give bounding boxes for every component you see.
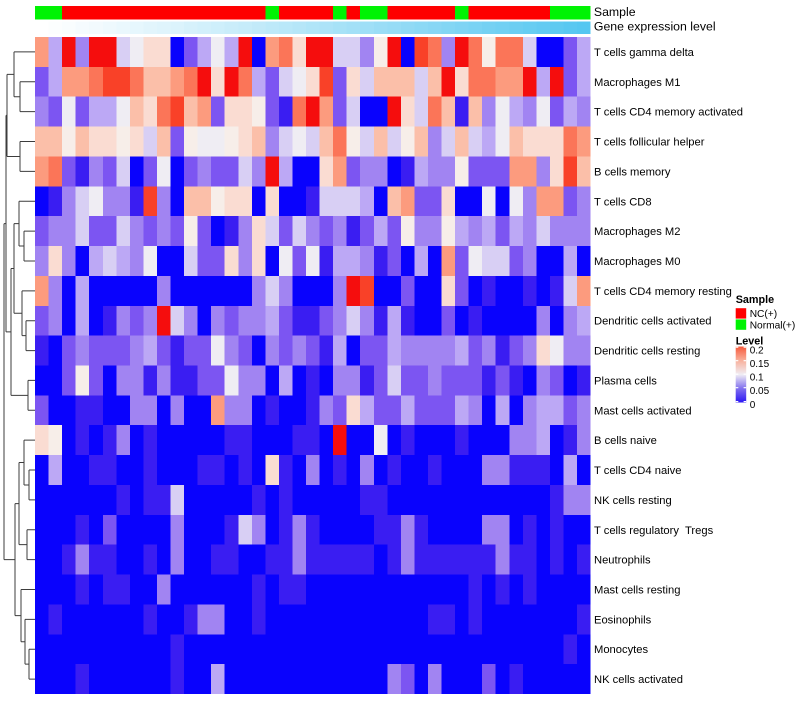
svg-text:T cells regulatory Tregs: T cells regulatory Tregs: [594, 525, 714, 537]
svg-text:T cells CD4 memory activated: T cells CD4 memory activated: [594, 107, 743, 119]
svg-text:Macrophages M1: Macrophages M1: [594, 77, 680, 89]
svg-text:NC(+): NC(+): [750, 309, 777, 320]
svg-text:Monocytes: Monocytes: [594, 644, 649, 656]
svg-text:B cells memory: B cells memory: [594, 166, 671, 178]
svg-text:T cells CD4 memory resting: T cells CD4 memory resting: [594, 286, 732, 298]
svg-text:T cells gamma delta: T cells gamma delta: [594, 47, 695, 59]
svg-text:Neutrophils: Neutrophils: [594, 555, 651, 567]
svg-text:T cells follicular helper: T cells follicular helper: [594, 137, 705, 149]
svg-text:T cells CD4 naive: T cells CD4 naive: [594, 465, 681, 477]
svg-text:Eosinophils: Eosinophils: [594, 614, 652, 626]
svg-text:B cells naive: B cells naive: [594, 435, 657, 447]
svg-text:Sample: Sample: [594, 5, 636, 19]
svg-text:T cells CD8: T cells CD8: [594, 196, 652, 208]
svg-text:0.05: 0.05: [750, 386, 770, 397]
svg-text:Dendritic cells activated: Dendritic cells activated: [594, 316, 712, 328]
svg-text:NK cells activated: NK cells activated: [594, 674, 683, 686]
svg-text:0.15: 0.15: [750, 359, 770, 370]
svg-text:0: 0: [750, 400, 756, 411]
svg-text:Mast cells activated: Mast cells activated: [594, 405, 692, 417]
svg-text:Dendritic cells resting: Dendritic cells resting: [594, 346, 700, 358]
svg-text:Macrophages M2: Macrophages M2: [594, 226, 680, 238]
svg-text:0.2: 0.2: [750, 345, 764, 356]
svg-text:Normal(+): Normal(+): [750, 321, 796, 332]
svg-text:Plasma cells: Plasma cells: [594, 375, 657, 387]
svg-text:Macrophages M0: Macrophages M0: [594, 256, 680, 268]
svg-text:Gene expression level: Gene expression level: [594, 19, 716, 33]
svg-text:0.1: 0.1: [750, 372, 764, 383]
svg-text:Level: Level: [736, 336, 764, 348]
svg-text:Sample: Sample: [736, 294, 774, 306]
svg-text:Mast cells resting: Mast cells resting: [594, 584, 680, 596]
svg-text:NK cells resting: NK cells resting: [594, 495, 672, 507]
